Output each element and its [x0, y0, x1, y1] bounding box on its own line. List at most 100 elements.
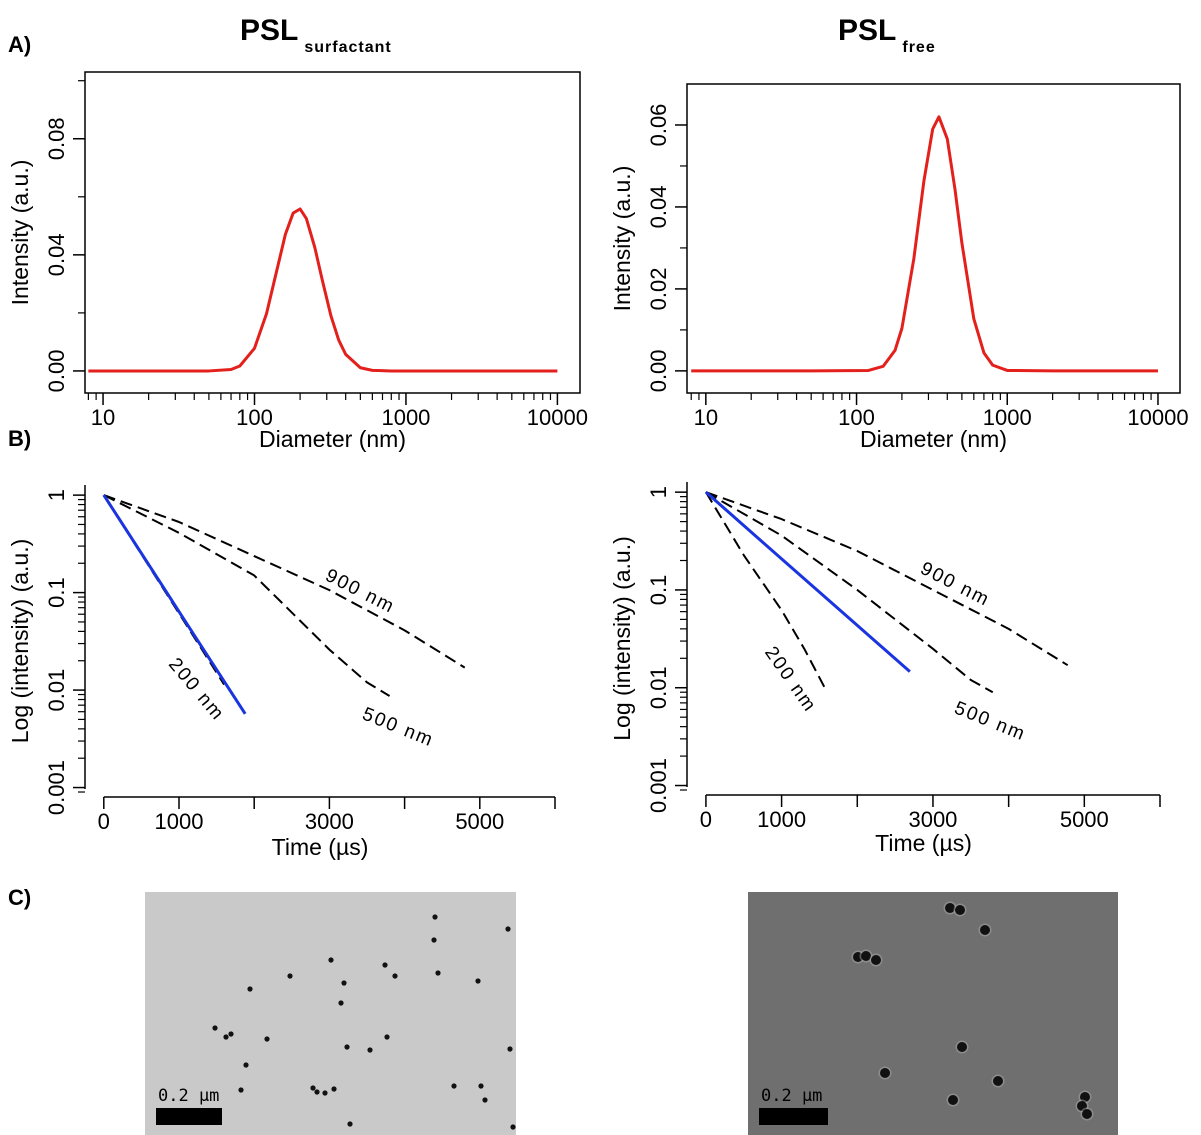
chart: 10 100 1000 10000 0.00 0.04 0.08 Diameter (nm) I…: [7, 71, 588, 452]
y-axis-label: Log (intensity) (a.u.): [7, 539, 33, 744]
particle: [322, 1090, 328, 1096]
column-title: PSL surfactant: [240, 14, 392, 56]
x-tick-label: 10: [694, 405, 718, 430]
particle: [1082, 1109, 1092, 1119]
x-tick-label: 100: [236, 405, 273, 430]
particle: [451, 1083, 457, 1089]
series-line: [103, 494, 391, 697]
x-tick-label: 0: [98, 809, 110, 834]
y-tick-label: 0.04: [646, 186, 671, 229]
y-tick-label: 0.001: [44, 760, 69, 815]
series-line: [103, 494, 466, 669]
particle: [344, 1044, 350, 1050]
x-axis-label: Diameter (nm): [860, 426, 1007, 452]
column-title: PSL free: [838, 14, 936, 56]
y-tick-label: 1: [44, 489, 69, 501]
series-line: [704, 491, 911, 673]
particle: [382, 962, 388, 968]
series-line: [705, 491, 1069, 667]
x-tick-label: 10: [91, 405, 115, 430]
particle: [328, 957, 334, 963]
micrograph-image: [748, 892, 1118, 1135]
scale-bar: [759, 1108, 828, 1125]
y-tick-label: 0.001: [646, 758, 671, 813]
y-tick-label: 0.06: [646, 104, 671, 147]
particle: [432, 914, 438, 920]
x-axis-label: Diameter (nm): [259, 426, 406, 452]
panel-label: A): [8, 32, 31, 57]
particle: [482, 1097, 488, 1103]
x-tick-label: 10000: [1127, 405, 1188, 430]
chart: 10 100 1000 10000 0.00 0.02 0.04 0.06 Diameter (…: [609, 83, 1189, 452]
series-line: [88, 207, 558, 373]
title-subscript: free: [902, 39, 935, 56]
particle: [392, 973, 398, 979]
particle: [212, 1025, 218, 1031]
particle: [945, 903, 955, 913]
plot-frame: [686, 83, 1181, 394]
scale-label: 0.2 µm: [761, 1086, 822, 1106]
particle: [871, 955, 881, 965]
particle: [435, 970, 441, 976]
title-subscript: surfactant: [304, 39, 391, 56]
y-tick-label: 0.01: [646, 666, 671, 709]
y-tick-label: 0.00: [646, 349, 671, 392]
y-axis-label: Intensity (a.u.): [609, 166, 635, 312]
y-tick-label: 1: [646, 486, 671, 498]
scale-label: 0.2 µm: [158, 1086, 219, 1106]
y-tick-label: 0.08: [44, 117, 69, 160]
particle: [993, 1076, 1003, 1086]
micrograph: 0.2 µm: [748, 892, 1118, 1135]
x-axis-label: Time (µs): [272, 834, 369, 860]
particle: [287, 973, 293, 979]
title-main: PSL: [240, 14, 298, 47]
x-tick-label: 100: [838, 405, 875, 430]
micrograph: 0.2 µm: [145, 892, 516, 1135]
particle: [431, 937, 437, 943]
x-tick-label: 5000: [455, 809, 504, 834]
y-tick-label: 0.1: [44, 577, 69, 608]
particle: [948, 1095, 958, 1105]
scale-bar: [156, 1108, 222, 1125]
particle: [314, 1089, 320, 1095]
x-tick-label: 1000: [155, 809, 204, 834]
y-tick-label: 0.01: [44, 669, 69, 712]
particle: [264, 1036, 270, 1042]
particle: [507, 1046, 513, 1052]
series-line: [102, 494, 247, 715]
plot-frame: [84, 71, 581, 394]
particle: [367, 1047, 373, 1053]
particle: [880, 1068, 890, 1078]
particle: [861, 951, 871, 961]
particle: [247, 986, 253, 992]
micrograph-image: [145, 892, 516, 1135]
x-tick-label: 1000: [381, 405, 430, 430]
particle: [243, 1062, 249, 1068]
particle: [384, 1034, 390, 1040]
y-tick-label: 0.04: [44, 233, 69, 276]
panel-label: C): [8, 885, 31, 910]
particle: [223, 1034, 229, 1040]
x-tick-label: 1000: [757, 807, 806, 832]
particle: [478, 1083, 484, 1089]
particle: [980, 925, 990, 935]
particle: [331, 1086, 337, 1092]
particle: [310, 1085, 316, 1091]
particle: [228, 1031, 234, 1037]
x-axis-label: Time (µs): [875, 830, 972, 856]
x-tick-label: 5000: [1060, 807, 1109, 832]
series-line: [691, 115, 1158, 373]
particle: [1080, 1092, 1090, 1102]
x-tick-label: 10000: [527, 405, 588, 430]
y-tick-label: 0.00: [44, 350, 69, 393]
y-tick-label: 0.02: [646, 267, 671, 310]
particle: [955, 905, 965, 915]
title-main: PSL: [838, 14, 896, 47]
particle: [957, 1042, 967, 1052]
panel-label: B): [8, 426, 31, 451]
particle: [338, 1000, 344, 1006]
x-tick-label: 1000: [983, 405, 1032, 430]
particle: [505, 926, 511, 932]
x-tick-label: 3000: [305, 809, 354, 834]
